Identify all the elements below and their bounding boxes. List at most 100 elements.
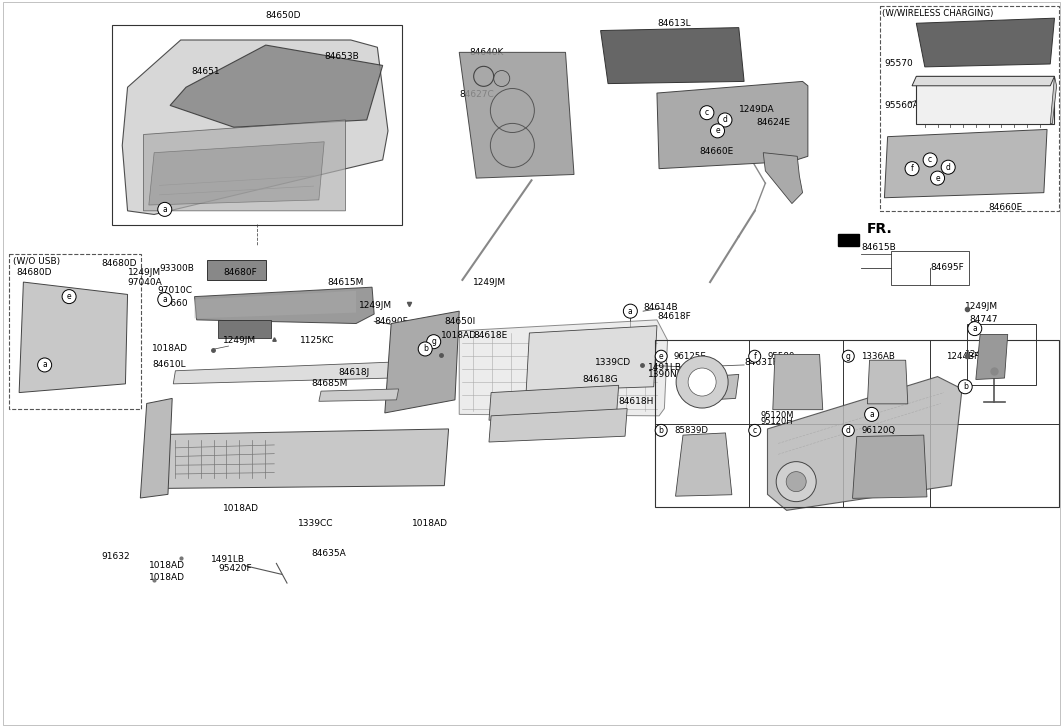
Text: 1491LB: 1491LB — [648, 363, 682, 371]
Text: 96125E: 96125E — [674, 352, 707, 361]
Circle shape — [842, 425, 855, 436]
Circle shape — [967, 321, 982, 336]
Text: g: g — [432, 337, 436, 346]
Text: a: a — [43, 361, 47, 369]
Text: 84653B: 84653B — [324, 52, 359, 61]
Text: 84614B: 84614B — [643, 303, 678, 312]
Text: f: f — [754, 352, 756, 361]
Text: 1018AD: 1018AD — [152, 345, 188, 353]
Text: 84618F: 84618F — [657, 312, 691, 321]
Polygon shape — [912, 76, 1054, 86]
Polygon shape — [916, 18, 1054, 67]
Text: e: e — [67, 292, 71, 301]
Text: e: e — [935, 174, 940, 182]
Text: 84690F: 84690F — [374, 317, 408, 326]
Polygon shape — [767, 377, 962, 510]
Polygon shape — [916, 76, 1054, 124]
Text: a: a — [628, 307, 632, 316]
Polygon shape — [122, 40, 388, 214]
Circle shape — [787, 472, 806, 491]
Circle shape — [623, 304, 638, 318]
Text: f: f — [911, 164, 913, 173]
Circle shape — [62, 289, 77, 304]
Text: 1249DA: 1249DA — [739, 105, 775, 113]
Polygon shape — [867, 360, 908, 404]
Polygon shape — [976, 334, 1008, 379]
Circle shape — [710, 124, 725, 138]
Polygon shape — [144, 120, 345, 211]
Circle shape — [655, 425, 668, 436]
Text: 85839D: 85839D — [674, 426, 708, 435]
Polygon shape — [1050, 76, 1057, 124]
Text: 97040A: 97040A — [128, 278, 163, 286]
Text: d: d — [723, 116, 727, 124]
Text: 84615B: 84615B — [861, 243, 896, 252]
Text: 84651: 84651 — [191, 67, 220, 76]
Text: 1125KC: 1125KC — [300, 336, 334, 345]
Polygon shape — [173, 362, 393, 384]
Text: 84624E: 84624E — [757, 118, 791, 126]
Text: 1018AD: 1018AD — [412, 519, 449, 528]
Polygon shape — [676, 433, 731, 496]
Circle shape — [676, 356, 728, 408]
Text: 84747: 84747 — [969, 316, 998, 324]
Text: g: g — [846, 352, 850, 361]
Text: 84660E: 84660E — [989, 203, 1023, 212]
Polygon shape — [686, 374, 739, 401]
Polygon shape — [19, 282, 128, 393]
Text: 84685M: 84685M — [311, 379, 348, 387]
Circle shape — [157, 202, 172, 217]
Text: 84650I: 84650I — [444, 317, 475, 326]
Text: 1249JM: 1249JM — [965, 302, 998, 311]
Text: 84660E: 84660E — [699, 147, 733, 156]
Text: 84618G: 84618G — [583, 375, 619, 384]
Text: e: e — [659, 352, 663, 361]
Text: c: c — [705, 108, 709, 117]
Polygon shape — [489, 385, 619, 420]
Text: 95570: 95570 — [884, 60, 913, 68]
Text: c: c — [753, 426, 757, 435]
Text: d: d — [946, 163, 950, 172]
Text: 1018AD: 1018AD — [441, 332, 477, 340]
Circle shape — [941, 160, 956, 174]
Text: 84610L: 84610L — [152, 361, 186, 369]
Circle shape — [958, 379, 973, 394]
Polygon shape — [773, 354, 823, 409]
Text: 1336AB: 1336AB — [861, 352, 895, 361]
Circle shape — [718, 113, 732, 127]
Text: 95420F: 95420F — [218, 564, 252, 573]
Text: 84618J: 84618J — [338, 368, 369, 377]
Polygon shape — [526, 326, 657, 391]
Text: 1018AD: 1018AD — [149, 574, 185, 582]
Text: 84660: 84660 — [159, 300, 188, 308]
Text: a: a — [163, 205, 167, 214]
Text: 95580: 95580 — [767, 352, 795, 361]
Text: (W/O USB): (W/O USB) — [13, 257, 60, 266]
Text: FR.: FR. — [866, 222, 892, 236]
Text: e: e — [715, 126, 720, 135]
Text: b: b — [963, 382, 967, 391]
Text: 1249JM: 1249JM — [128, 268, 161, 277]
Text: d: d — [846, 426, 850, 435]
Text: 1018AD: 1018AD — [223, 505, 259, 513]
Text: 1339CD: 1339CD — [595, 358, 631, 366]
Text: 84680D: 84680D — [101, 259, 136, 268]
Text: 84635A: 84635A — [311, 550, 347, 558]
Text: 96120Q: 96120Q — [861, 426, 895, 435]
Text: b: b — [659, 426, 663, 435]
Text: 91632: 91632 — [101, 552, 130, 561]
Text: 1018AD: 1018AD — [149, 561, 185, 570]
Polygon shape — [170, 45, 383, 127]
Circle shape — [426, 334, 441, 349]
Text: (W/WIRELESS CHARGING): (W/WIRELESS CHARGING) — [882, 9, 994, 17]
Text: 1339CC: 1339CC — [298, 519, 333, 528]
Text: 1018AD: 1018AD — [574, 404, 610, 413]
Circle shape — [930, 171, 945, 185]
Text: 84631H: 84631H — [744, 358, 779, 366]
Circle shape — [37, 358, 52, 372]
Text: 93300B: 93300B — [159, 265, 195, 273]
Text: 95560A: 95560A — [884, 101, 919, 110]
Polygon shape — [218, 320, 271, 338]
Polygon shape — [195, 287, 374, 324]
Text: 84680D: 84680D — [16, 268, 51, 277]
